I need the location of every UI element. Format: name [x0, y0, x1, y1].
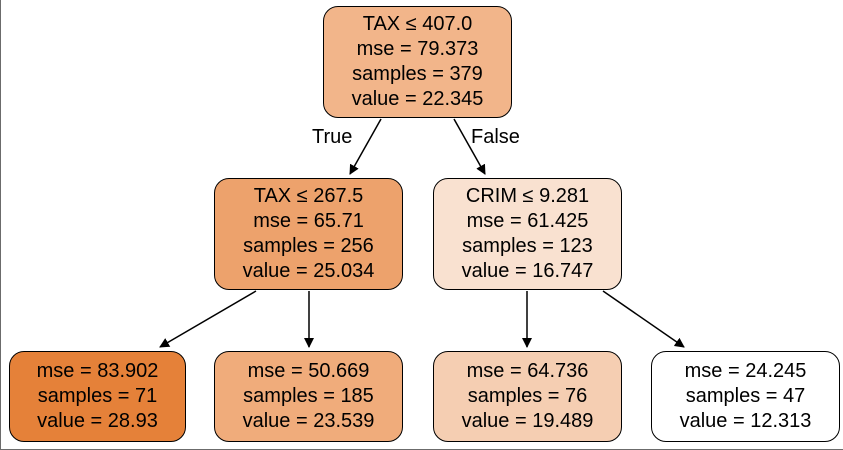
node-mse: mse = 61.425	[466, 210, 589, 232]
edge-label-false: False	[471, 126, 520, 148]
node-samples: samples = 185	[243, 385, 374, 407]
node-samples: samples = 76	[467, 385, 588, 407]
node-mse: mse = 24.245	[684, 360, 807, 382]
tree-leaf-2: mse = 50.669 samples = 185 value = 23.53…	[214, 351, 403, 442]
node-value: value = 23.539	[242, 410, 375, 432]
node-mse: mse = 79.373	[356, 38, 479, 60]
tree-leaf-4: mse = 24.245 samples = 47 value = 12.313	[651, 351, 840, 442]
node-value: value = 19.489	[461, 410, 594, 432]
node-value: value = 22.345	[351, 88, 484, 110]
edge-left-to-leaf-1	[159, 290, 257, 348]
node-split-condition: TAX ≤ 267.5	[253, 185, 364, 207]
node-mse: mse = 83.902	[36, 360, 159, 382]
node-samples: samples = 256	[243, 235, 374, 257]
node-mse: mse = 64.736	[466, 360, 589, 382]
edge-root-to-right	[453, 118, 486, 175]
edge-root-to-left	[349, 118, 382, 175]
tree-node-left: TAX ≤ 267.5 mse = 65.71 samples = 256 va…	[214, 178, 403, 290]
node-samples: samples = 71	[37, 385, 158, 407]
node-value: value = 16.747	[461, 260, 594, 282]
tree-node-right: CRIM ≤ 9.281 mse = 61.425 samples = 123 …	[433, 178, 622, 290]
edge-right-to-leaf-4	[602, 290, 685, 348]
node-samples: samples = 123	[462, 235, 593, 257]
node-split-condition: CRIM ≤ 9.281	[465, 185, 590, 207]
node-value: value = 28.93	[37, 410, 158, 432]
node-samples: samples = 47	[685, 385, 806, 407]
node-value: value = 12.313	[679, 410, 812, 432]
node-value: value = 25.034	[242, 260, 375, 282]
tree-leaf-3: mse = 64.736 samples = 76 value = 19.489	[433, 351, 622, 442]
tree-node-root: TAX ≤ 407.0 mse = 79.373 samples = 379 v…	[323, 6, 512, 118]
edge-label-true: True	[312, 126, 353, 148]
node-split-condition: TAX ≤ 407.0	[362, 13, 473, 35]
node-mse: mse = 50.669	[247, 360, 370, 382]
node-samples: samples = 379	[352, 63, 483, 85]
node-mse: mse = 65.71	[253, 210, 364, 232]
tree-leaf-1: mse = 83.902 samples = 71 value = 28.93	[9, 351, 186, 442]
